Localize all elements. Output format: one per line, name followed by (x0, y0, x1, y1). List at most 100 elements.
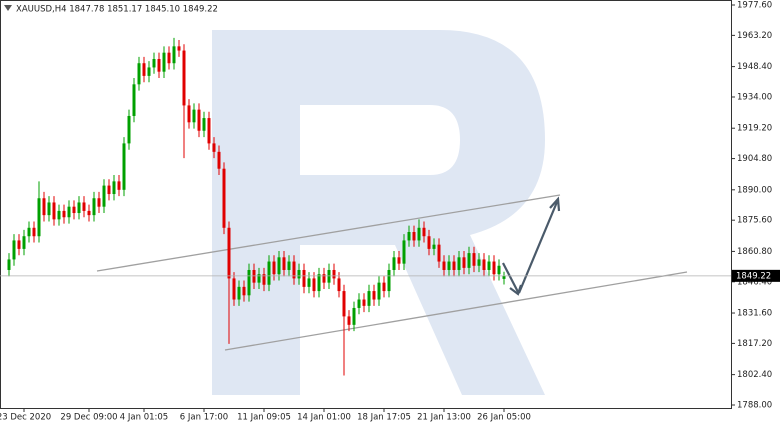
candle-body (82, 202, 86, 211)
candle-body (357, 299, 361, 308)
candle-body (72, 206, 76, 214)
candle-body (97, 198, 101, 207)
candle-body (492, 261, 496, 275)
candle-body (212, 143, 216, 152)
chart-title: XAUUSD,H4 1847.78 1851.17 1845.10 1849.2… (16, 5, 218, 15)
candle-body (337, 278, 341, 292)
channel-line (224, 271, 688, 351)
candle-body (237, 286, 241, 300)
x-tick-label: 21 Jan 13:00 (417, 413, 471, 423)
channel-line (96, 194, 561, 272)
candle-body (352, 307, 356, 325)
candle-body (172, 46, 176, 64)
y-tick-label: 1802.40 (737, 370, 772, 380)
candle-body (122, 143, 126, 190)
candle-body (262, 274, 266, 285)
candle-body (182, 50, 186, 106)
candle-body (207, 118, 211, 144)
candle-body (412, 232, 416, 241)
candle-body (302, 269, 306, 287)
candle-body (152, 59, 156, 68)
candle-body (332, 269, 336, 279)
y-tick-label: 1919.20 (737, 124, 772, 134)
y-tick-label: 1846.40 (737, 277, 772, 287)
candle-body (497, 265, 501, 275)
candle-body (272, 261, 276, 275)
candle-body (22, 236, 26, 249)
candle-body (487, 261, 491, 270)
candle-body (47, 202, 51, 216)
candle-body (232, 278, 236, 300)
x-tick-label: 14 Jan 01:00 (297, 413, 351, 423)
y-tick-label: 1904.80 (737, 154, 772, 164)
y-tick-label: 1875.60 (737, 216, 772, 226)
watermark (212, 30, 545, 395)
candle-body (177, 46, 181, 51)
candle-body (482, 259, 486, 270)
menu-icon[interactable] (4, 5, 12, 11)
y-tick-label: 1788.00 (737, 401, 772, 411)
candle-body (317, 274, 321, 292)
candle-body (192, 109, 196, 123)
candle-body (52, 202, 56, 220)
x-tick-label: 29 Dec 09:00 (60, 413, 117, 423)
candle-body (457, 257, 461, 270)
candle-body (407, 232, 411, 241)
y-tick-label: 1963.20 (737, 31, 772, 41)
candle-body (127, 115, 131, 144)
candle-body (252, 269, 256, 283)
candle-body (422, 227, 426, 237)
candle-body (157, 59, 161, 72)
candle-body (197, 109, 201, 131)
candle-body (362, 299, 366, 306)
candle-body (17, 240, 21, 249)
candle-body (472, 253, 476, 266)
x-tick-label: 18 Jan 17:05 (357, 413, 411, 423)
candle-body (187, 105, 191, 123)
candle-body (32, 227, 36, 237)
y-tick-label: 1948.40 (737, 62, 772, 72)
x-tick-label: 4 Jan 01:05 (120, 413, 168, 423)
candle-body (42, 198, 46, 216)
candle-body (387, 269, 391, 292)
candle-body (37, 198, 41, 237)
y-tick-label: 1977.60 (737, 1, 772, 11)
candle-body (367, 291, 371, 306)
candle-body (112, 181, 116, 195)
candle-body (307, 278, 311, 287)
last-price-label: 1849.22 (736, 271, 771, 281)
candle-body (462, 257, 466, 268)
candle-body (282, 257, 286, 270)
candle-body (417, 227, 421, 241)
candle-body (292, 261, 296, 279)
candle-body (392, 257, 396, 270)
candle-body (312, 278, 316, 292)
candle-body (117, 181, 121, 190)
x-tick-label: 11 Jan 09:05 (237, 413, 291, 423)
candle-body (132, 84, 136, 116)
candle-body (227, 227, 231, 279)
candle-body (347, 316, 351, 325)
candle-body (162, 52, 166, 72)
candle-body (107, 185, 111, 195)
candle-body (402, 240, 406, 264)
x-tick-label: 23 Dec 2020 (0, 413, 51, 423)
candle-body (137, 63, 141, 85)
candle-body (437, 244, 441, 262)
x-tick-label: 26 Jan 05:00 (477, 413, 531, 423)
last-price-box (732, 269, 780, 282)
candle-body (142, 63, 146, 76)
candle-body (322, 274, 326, 283)
candle-body (477, 259, 481, 266)
candle-body (167, 52, 171, 64)
candle-body (242, 286, 246, 296)
candle-body (67, 206, 71, 218)
candle-body (342, 291, 346, 317)
candle-body (397, 257, 401, 264)
candle-body (57, 210, 61, 220)
candle-body (7, 259, 11, 270)
y-tick-label: 1831.60 (737, 309, 772, 319)
candle-body (442, 261, 446, 270)
candle-body (217, 151, 221, 169)
candle-body (277, 257, 281, 275)
